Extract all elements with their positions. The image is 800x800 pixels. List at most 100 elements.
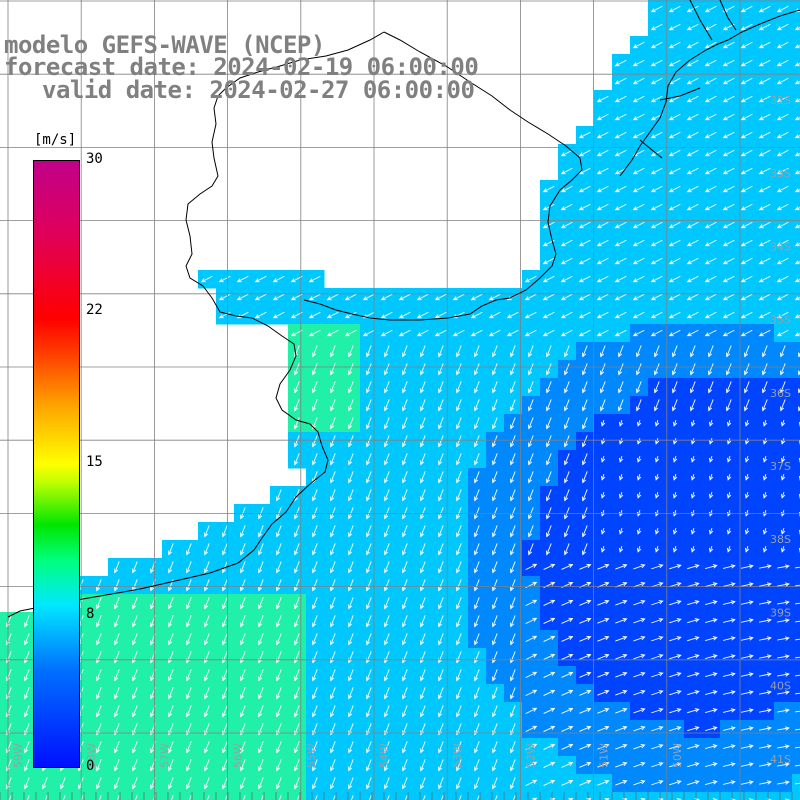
wind-arrow (669, 618, 681, 624)
wind-arrow (348, 597, 354, 609)
wind-arrow-head (781, 457, 786, 463)
wind-arrow-head (236, 278, 242, 283)
wind-arrow-head (329, 352, 335, 358)
wind-arrow (240, 543, 246, 555)
wind-arrow (204, 759, 210, 771)
wind-arrow (636, 399, 642, 411)
wind-arrow (687, 41, 699, 49)
wind-arrow (655, 438, 659, 444)
wind-arrow-head (95, 766, 101, 772)
wind-arrow-head (640, 654, 646, 659)
wind-arrow (669, 654, 681, 660)
wind-arrow (417, 311, 429, 319)
wind-arrow (669, 131, 681, 139)
wind-arrow (492, 615, 498, 627)
wind-arrow (687, 257, 699, 265)
wind-arrow-head (614, 314, 620, 319)
wind-arrow (116, 795, 120, 800)
wind-arrow (669, 600, 681, 606)
wind-arrow-head (239, 748, 245, 754)
wind-arrow (312, 345, 318, 357)
wind-arrow-head (329, 784, 335, 790)
wind-arrow-head (545, 424, 551, 430)
wind-arrow-head (748, 780, 754, 785)
wind-arrow-head (658, 564, 664, 569)
wind-arrow (528, 363, 534, 375)
wind-arrow-head (794, 152, 800, 157)
wind-arrow (186, 561, 192, 573)
wind-arrow-head (290, 314, 296, 319)
wind-arrow-head (614, 62, 620, 67)
wind-arrow (366, 435, 372, 447)
wind-arrow (637, 492, 641, 498)
wind-arrow-head (622, 671, 628, 677)
wind-arrow (723, 131, 735, 139)
wind-arrow (618, 381, 624, 393)
wind-arrow (723, 113, 735, 121)
ocean-cell (792, 522, 800, 541)
wind-arrow (619, 492, 623, 498)
wind-arrow (615, 672, 627, 678)
wind-arrow (777, 167, 789, 175)
wind-arrow-head (668, 26, 674, 31)
wind-arrow (705, 745, 717, 749)
wind-arrow (726, 381, 732, 393)
wind-arrow (615, 293, 627, 301)
wind-arrow-head (473, 568, 479, 574)
wind-arrow (691, 474, 695, 480)
wind-arrow (597, 726, 609, 732)
wind-arrow (204, 579, 210, 591)
wind-arrow-head (95, 694, 101, 700)
wind-arrow-head (401, 712, 407, 718)
wind-arrow-head (365, 550, 371, 556)
wind-arrow (795, 99, 800, 103)
wind-arrow-head (650, 206, 656, 211)
wind-arrow (651, 293, 663, 301)
wind-arrow (240, 579, 246, 591)
wind-arrow (276, 741, 282, 753)
wind-arrow-head (727, 493, 732, 499)
wind-arrow-head (365, 784, 371, 790)
colorbar-tick-30: 30 (86, 151, 103, 167)
wind-arrow-head (113, 748, 119, 754)
wind-arrow (492, 543, 498, 555)
wind-arrow-head (622, 599, 628, 605)
wind-arrow-head (380, 296, 386, 301)
wind-arrow-head (272, 296, 278, 301)
wind-arrow (420, 759, 426, 771)
wind-arrow (633, 59, 645, 67)
wind-arrow-head (23, 694, 29, 700)
wind-arrow (510, 633, 516, 645)
wind-arrow-head (185, 568, 191, 574)
wind-arrow (795, 656, 800, 659)
wind-arrow (525, 311, 537, 319)
wind-arrow (510, 579, 516, 591)
wind-arrow (745, 438, 749, 444)
wind-arrow-head (635, 352, 641, 358)
wind-arrow (132, 579, 138, 591)
wind-arrow-head (113, 604, 119, 610)
wind-arrow (745, 528, 749, 534)
wind-arrow (601, 420, 605, 426)
wind-arrow-head (239, 568, 245, 574)
wind-arrow-head (650, 116, 656, 121)
wind-arrow (204, 651, 210, 663)
ocean-cell (18, 792, 37, 800)
wind-arrow (687, 59, 699, 67)
wind-arrow (438, 363, 444, 375)
wind-arrow (597, 113, 609, 121)
wind-arrow (795, 764, 800, 767)
wind-arrow-head (604, 761, 610, 767)
wind-arrow (471, 329, 483, 337)
wind-arrow (402, 489, 408, 501)
wind-arrow-head (745, 493, 750, 499)
wind-arrow (781, 492, 785, 498)
wind-arrow-head (676, 600, 682, 605)
wind-arrow-head (758, 62, 764, 67)
wind-arrow (741, 221, 753, 229)
wind-arrow-head (506, 332, 512, 337)
wind-arrow (402, 345, 408, 357)
wind-arrow (687, 185, 699, 193)
wind-arrow-head (704, 80, 710, 85)
wind-arrow (312, 525, 318, 537)
